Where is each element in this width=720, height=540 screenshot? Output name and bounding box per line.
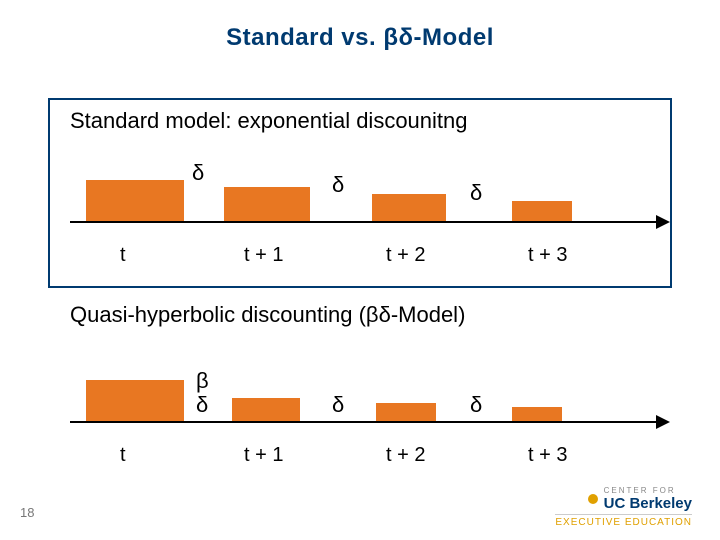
section1-label: Standard model: exponential discounitng [70,108,468,134]
section1-bar-3 [512,201,572,222]
section1-bar-1 [224,187,310,222]
logo-dot-icon [588,494,598,504]
slide-number: 18 [20,505,34,520]
section1-tick-2: t + 2 [386,244,425,267]
section1-greek-2: δ [470,180,482,206]
section1-greek-0: δ [192,160,204,186]
section2-tick-3: t + 3 [528,444,567,467]
section2-tick-1: t + 1 [244,444,283,467]
section2-bar-3 [512,407,562,422]
section2-tick-2: t + 2 [386,444,425,467]
section1-baseline [70,221,658,223]
section2-bar-2 [376,403,436,422]
section1-tick-1: t + 1 [244,244,283,267]
slide-title: Standard vs. βδ-Model [0,24,720,52]
logo-line1: UC Berkeley [604,495,692,512]
section2-greek-2: δ [332,392,344,418]
section2-baseline [70,421,658,423]
logo-line2: EXECUTIVE EDUCATION [555,514,692,528]
section1-bar-2 [372,194,446,222]
section1-tick-3: t + 3 [528,244,567,267]
section2-tick-0: t [120,444,126,467]
section2-greek-3: δ [470,392,482,418]
section1-tick-0: t [120,244,126,267]
section2-greek-0: β [196,368,209,394]
section2-bar-0 [86,380,184,422]
footer-logo: CENTER FOR UC Berkeley EXECUTIVE EDUCATI… [555,486,692,528]
section1-arrowhead [656,215,670,229]
section2-bar-1 [232,398,300,422]
logo-center-for: CENTER FOR [604,486,692,495]
section2-arrowhead [656,415,670,429]
section2-greek-1: δ [196,392,208,418]
section1-greek-1: δ [332,172,344,198]
logo-text-row: CENTER FOR UC Berkeley [604,486,692,512]
section1-bar-0 [86,180,184,222]
section2-label: Quasi-hyperbolic discounting (βδ-Model) [70,302,470,328]
